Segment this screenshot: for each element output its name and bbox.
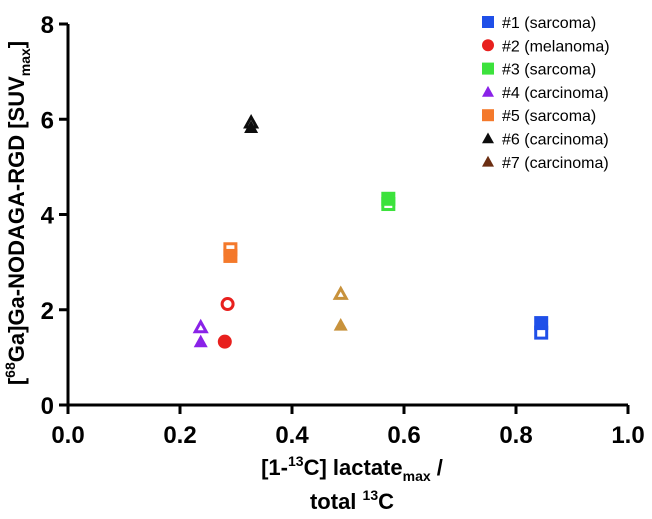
- x-axis-title-line1: [1-13C] lactatemax /: [261, 453, 443, 484]
- open-square-marker: [223, 242, 238, 257]
- legend-marker: [482, 16, 494, 28]
- open-triangle-marker: [332, 285, 349, 300]
- y-axis-title: [68Ga]Ga-NODAGA-RGD [SUVmax]: [2, 41, 33, 385]
- filled-circle-marker: [217, 334, 232, 349]
- y-axis-title-post: ]: [4, 41, 29, 48]
- x-tick-label: 0.2: [163, 422, 196, 449]
- legend-label: #7 (carcinoma): [502, 155, 609, 172]
- y-axis-title-sup: 68: [2, 362, 18, 378]
- y-axis-title-sub: max: [17, 48, 33, 76]
- y-axis-title-mid: Ga]Ga-NODAGA-RGD [SUV: [4, 76, 29, 362]
- x-tick-label: 0.8: [499, 422, 532, 449]
- data-points: [192, 113, 549, 349]
- legend-marker: [482, 62, 494, 75]
- legend-label: #3 (sarcoma): [502, 62, 596, 79]
- ticks: 0.0 0.2 0.4 0.6 0.8 1.0 0 2 4 6 8: [41, 12, 645, 449]
- legend-label: #6 (carcinoma): [502, 132, 609, 149]
- open-square-marker: [534, 325, 549, 340]
- y-tick-label: 4: [41, 203, 55, 230]
- x-tick-label: 1.0: [611, 422, 644, 449]
- open-triangle-marker: [243, 113, 260, 129]
- y-axis-title-pre: [: [4, 377, 29, 385]
- x-axis-title-line1-mid: C] lactate: [304, 455, 403, 480]
- legend: #1 (sarcoma) #2 (melanoma) #3 (sarcoma) #4 …: [482, 15, 610, 172]
- legend-marker: [482, 132, 494, 144]
- legend-marker: [482, 109, 494, 122]
- x-axis-title-line2-post: C: [378, 489, 394, 514]
- filled-triangle-marker: [193, 334, 208, 348]
- x-tick-label: 0.4: [275, 422, 309, 449]
- y-tick-label: 2: [41, 298, 54, 325]
- x-axis-title-line2-pre: total: [310, 489, 363, 514]
- y-tick-label: 8: [41, 12, 54, 39]
- legend-label: #2 (melanoma): [502, 38, 610, 55]
- legend-marker: [482, 155, 494, 167]
- legend-label: #5 (sarcoma): [502, 108, 596, 125]
- x-tick-label: 0.6: [387, 422, 420, 449]
- legend-marker: [482, 39, 494, 52]
- open-circle-marker: [220, 297, 235, 312]
- open-square-marker: [381, 197, 396, 212]
- x-axis-title-line1-post: /: [431, 455, 443, 480]
- open-triangle-marker: [192, 318, 209, 334]
- axes: [66, 24, 628, 407]
- x-tick-label: 0.0: [51, 422, 84, 449]
- legend-label: #4 (carcinoma): [502, 85, 609, 102]
- x-axis-title-line1-sub: max: [403, 468, 431, 484]
- legend-marker: [482, 85, 494, 97]
- x-axis-title-line1-pre: [1-: [261, 455, 288, 480]
- x-axis-title-line2-sup: 13: [363, 487, 379, 503]
- filled-triangle-marker: [333, 317, 348, 331]
- x-axis-title-line1-sup: 13: [288, 453, 304, 469]
- legend-label: #1 (sarcoma): [502, 15, 596, 32]
- y-tick-label: 0: [41, 393, 54, 420]
- x-axis-title-line2: total 13C: [310, 487, 394, 514]
- y-tick-label: 6: [41, 107, 54, 134]
